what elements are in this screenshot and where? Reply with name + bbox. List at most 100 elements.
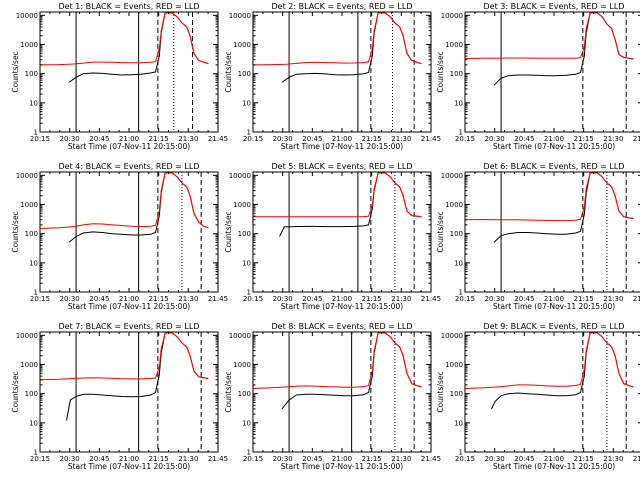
x-tick-label: 20:45 bbox=[89, 295, 109, 303]
y-tick-label: 10000 bbox=[229, 172, 251, 180]
x-tick-label: 20:30 bbox=[273, 135, 293, 143]
detector-panel-4: 1 10 100 1000 10000 20:15 20:30 20:45 21:00 21:15… bbox=[11, 162, 228, 311]
y-axis-label: Counts/sec bbox=[436, 371, 445, 412]
events-series-line bbox=[493, 172, 634, 243]
panel-marks bbox=[465, 172, 634, 292]
x-tick-label: 21:45 bbox=[421, 295, 441, 303]
x-tick-label: 20:45 bbox=[302, 455, 322, 463]
y-tick-label: 1 bbox=[459, 289, 463, 297]
detector-panel-5: 1 10 100 1000 10000 20:15 20:30 20:45 21:00 21:15… bbox=[224, 162, 441, 311]
x-axis-label: Start Time (07-Nov-11 20:15:00) bbox=[68, 302, 190, 311]
x-axis-label: Start Time (07-Nov-11 20:15:00) bbox=[493, 142, 615, 151]
panel-marks bbox=[40, 332, 209, 452]
plot-frame bbox=[464, 331, 640, 453]
x-tick-label: 21:45 bbox=[633, 295, 640, 303]
lld-series-line bbox=[253, 332, 422, 389]
panel-title: Det 8: BLACK = Events, RED = LLD bbox=[272, 322, 413, 331]
y-tick-label: 10 bbox=[454, 419, 463, 427]
x-tick-label: 21:45 bbox=[208, 135, 228, 143]
y-axis-label: Counts/sec bbox=[11, 51, 20, 92]
x-tick-label: 21:15 bbox=[362, 295, 382, 303]
x-axis-label: Start Time (07-Nov-11 20:15:00) bbox=[68, 462, 190, 471]
y-tick-label: 1 bbox=[459, 449, 463, 457]
x-tick-label: 20:15 bbox=[455, 295, 475, 303]
panel-marks bbox=[40, 172, 209, 292]
x-tick-label: 20:15 bbox=[455, 455, 475, 463]
y-axis-label: Counts/sec bbox=[11, 371, 20, 412]
panel-marks bbox=[253, 12, 422, 132]
plot-frame bbox=[39, 331, 219, 453]
y-axis-label: Counts/sec bbox=[224, 371, 233, 412]
y-tick-label: 100 bbox=[450, 390, 463, 398]
plot-frame bbox=[464, 11, 640, 133]
x-tick-label: 21:30 bbox=[603, 455, 623, 463]
panel-title: Det 6: BLACK = Events, RED = LLD bbox=[484, 162, 625, 171]
panel-title: Det 7: BLACK = Events, RED = LLD bbox=[59, 322, 200, 331]
x-tick-label: 20:15 bbox=[243, 135, 263, 143]
x-tick-label: 21:00 bbox=[544, 455, 564, 463]
panel-marks bbox=[40, 12, 209, 132]
x-tick-label: 21:00 bbox=[119, 455, 139, 463]
y-tick-label: 10000 bbox=[441, 172, 463, 180]
x-tick-label: 20:45 bbox=[302, 135, 322, 143]
panel-title: Det 9: BLACK = Events, RED = LLD bbox=[484, 322, 625, 331]
x-tick-label: 21:15 bbox=[149, 135, 169, 143]
x-tick-label: 21:15 bbox=[574, 135, 594, 143]
y-tick-label: 100 bbox=[25, 390, 38, 398]
plot-frame bbox=[252, 331, 432, 453]
x-tick-label: 21:45 bbox=[208, 455, 228, 463]
panel-title: Det 3: BLACK = Events, RED = LLD bbox=[484, 2, 625, 11]
x-tick-label: 20:30 bbox=[485, 455, 505, 463]
x-tick-label: 20:30 bbox=[273, 295, 293, 303]
detector-panel-3: 1 10 100 1000 10000 20:15 20:30 20:45 21:00 21:15… bbox=[436, 2, 640, 151]
plot-frame bbox=[252, 171, 432, 293]
y-tick-label: 1000 bbox=[445, 361, 463, 369]
panel-title: Det 5: BLACK = Events, RED = LLD bbox=[272, 162, 413, 171]
y-axis-label: Counts/sec bbox=[11, 211, 20, 252]
x-tick-label: 20:30 bbox=[60, 135, 80, 143]
y-tick-label: 10000 bbox=[229, 12, 251, 20]
y-tick-label: 10000 bbox=[16, 172, 38, 180]
y-tick-label: 1000 bbox=[233, 361, 251, 369]
x-tick-label: 20:15 bbox=[30, 295, 50, 303]
events-series-line bbox=[279, 172, 422, 237]
x-tick-label: 21:30 bbox=[391, 455, 411, 463]
panel-title: Det 4: BLACK = Events, RED = LLD bbox=[59, 162, 200, 171]
y-tick-label: 10000 bbox=[16, 332, 38, 340]
plot-frame bbox=[39, 171, 219, 293]
events-series-line bbox=[66, 332, 209, 421]
panel-marks bbox=[465, 332, 634, 452]
lld-series-line bbox=[465, 172, 634, 222]
x-tick-label: 21:30 bbox=[178, 455, 198, 463]
events-series-line bbox=[491, 332, 634, 410]
detector-panel-8: 1 10 100 1000 10000 20:15 20:30 20:45 21:00 21:15… bbox=[224, 322, 441, 471]
x-tick-label: 21:00 bbox=[332, 135, 352, 143]
plot-frame bbox=[464, 171, 640, 293]
x-tick-label: 20:30 bbox=[485, 295, 505, 303]
x-tick-label: 21:30 bbox=[603, 135, 623, 143]
x-tick-label: 20:15 bbox=[243, 455, 263, 463]
lld-series-line bbox=[253, 12, 422, 66]
x-tick-label: 21:15 bbox=[149, 295, 169, 303]
events-series-line bbox=[493, 12, 634, 86]
x-tick-label: 21:00 bbox=[119, 295, 139, 303]
y-tick-label: 10 bbox=[242, 99, 251, 107]
panel-marks bbox=[465, 12, 634, 132]
x-tick-label: 21:30 bbox=[391, 295, 411, 303]
x-tick-label: 20:45 bbox=[514, 135, 534, 143]
x-tick-label: 21:00 bbox=[544, 295, 564, 303]
y-tick-label: 100 bbox=[238, 70, 251, 78]
x-axis-label: Start Time (07-Nov-11 20:15:00) bbox=[281, 142, 403, 151]
y-axis-label: Counts/sec bbox=[436, 211, 445, 252]
x-tick-label: 21:15 bbox=[574, 295, 594, 303]
lld-series-line bbox=[40, 332, 209, 381]
y-tick-label: 10000 bbox=[441, 332, 463, 340]
events-series-line bbox=[281, 12, 422, 83]
y-tick-label: 1 bbox=[247, 289, 251, 297]
y-tick-label: 10 bbox=[454, 259, 463, 267]
x-tick-label: 21:45 bbox=[421, 455, 441, 463]
x-tick-label: 21:15 bbox=[149, 455, 169, 463]
y-tick-label: 100 bbox=[238, 230, 251, 238]
lld-series-line bbox=[253, 172, 422, 218]
x-tick-label: 20:45 bbox=[89, 455, 109, 463]
